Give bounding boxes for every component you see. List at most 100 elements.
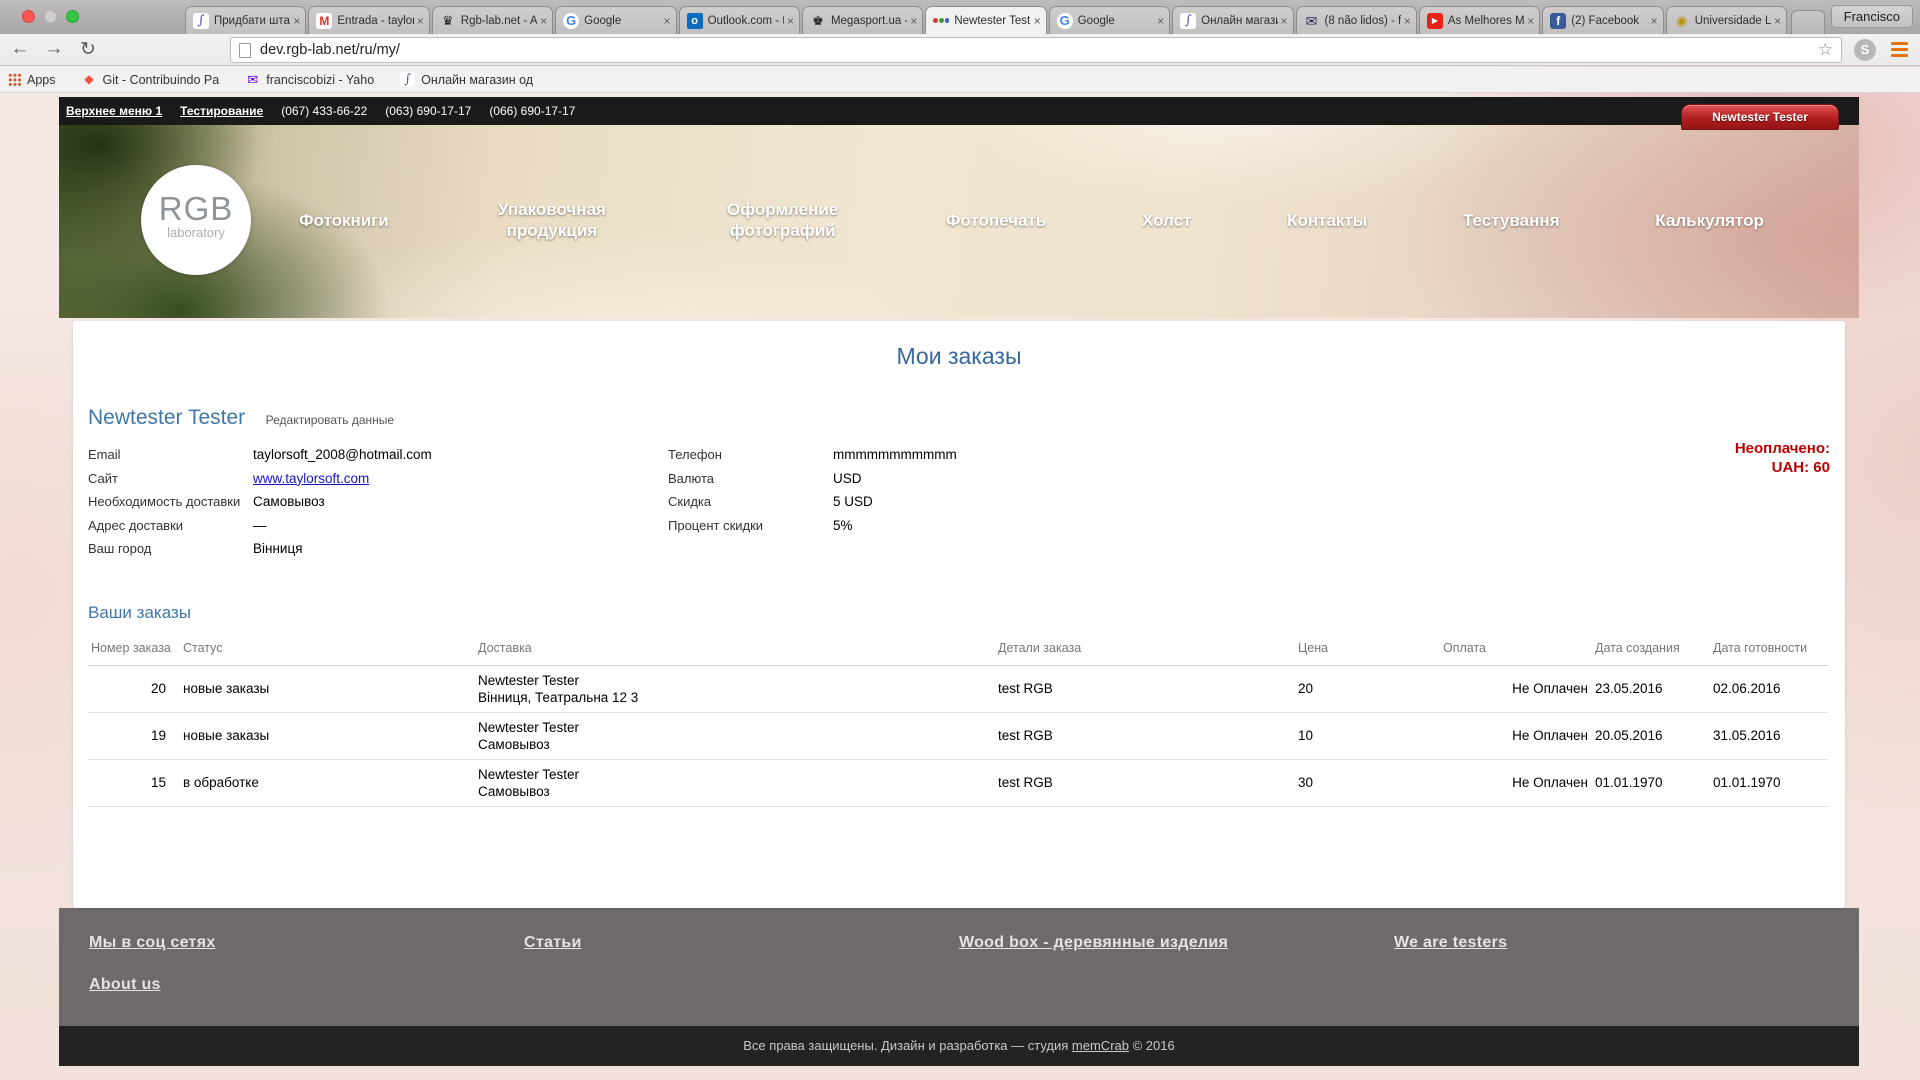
footer-link-social[interactable]: Мы в соц сетях — [89, 934, 216, 951]
apps-shortcut[interactable]: Apps — [8, 73, 56, 87]
website-link[interactable]: www.taylorsoft.com — [253, 470, 370, 486]
tab-mail-unread[interactable]: ✉ (8 não lidos) - f × — [1295, 6, 1417, 34]
table-row: 19 новые заказы Newtester Tester Самовыв… — [88, 712, 1828, 760]
footer-link-we-are-testers[interactable]: We are testers — [1394, 934, 1508, 951]
close-icon[interactable]: × — [1403, 13, 1411, 28]
page-title: Мои заказы — [896, 343, 1022, 369]
logo-title: RGB — [158, 190, 234, 227]
tab-gmail[interactable]: M Entrada - taylor × — [308, 6, 430, 34]
rgb-lab-icon: ♛ — [441, 12, 454, 28]
tab-rgb-lab[interactable]: ♛ Rgb-lab.net - A × — [431, 6, 554, 34]
col-order-number: Номер заказа — [88, 634, 180, 666]
tab-title: (2) Facebook — [1571, 14, 1640, 27]
bookmark-git[interactable]: ◆ Git - Contribuindo Pa — [82, 72, 220, 87]
tab-megasport[interactable]: ♚ Megasport.ua - × — [801, 6, 924, 34]
profile-info: Email taylorsoft_2008@hotmail.com Сайт w… — [88, 443, 1830, 561]
nav-contacts[interactable]: Контакты — [1287, 210, 1368, 230]
bookmark-label: Онлайн магазин од — [421, 72, 534, 87]
table-header-row: Номер заказа Статус Доставка Детали зака… — [88, 634, 1828, 666]
tab-google-2[interactable]: G Google × — [1048, 6, 1171, 34]
bookmark-label: Git - Contribuindo Pa — [102, 72, 220, 87]
site-viewport: Верхнее меню 1 Тестирование (067) 433-66… — [59, 97, 1859, 1080]
tab-prydbaty[interactable]: ∫ Придбати шта × — [185, 6, 307, 34]
order-status: новые заказы — [180, 712, 475, 760]
close-icon[interactable]: × — [540, 13, 548, 28]
bookmark-yahoo-mail[interactable]: ✉ franciscobizi - Yaho — [245, 72, 374, 87]
table-row: 15 в обработке Newtester Tester Самовыво… — [88, 759, 1828, 807]
minimize-window-button[interactable] — [44, 10, 57, 23]
order-payment: Не Оплачен — [1440, 759, 1592, 807]
tab-title: Universidade Lu — [1694, 14, 1772, 27]
nav-canvas[interactable]: Холст — [1141, 210, 1192, 230]
tab-facebook[interactable]: f (2) Facebook × — [1542, 6, 1664, 34]
extension-s-icon[interactable]: S — [1854, 39, 1876, 61]
forward-icon[interactable]: → — [44, 38, 64, 59]
nav-packaging[interactable]: Упаковочная продукция — [497, 200, 606, 240]
edit-profile-link[interactable]: Редактировать данные — [265, 413, 395, 427]
tab-youtube[interactable]: ▶ As Melhores Mú × — [1418, 6, 1541, 34]
profile-name: Newtester Tester — [88, 406, 246, 429]
field-label-discount-percent: Процент скидки — [668, 517, 764, 533]
field-value-discount-percent: 5% — [833, 517, 853, 533]
close-icon[interactable]: × — [1527, 13, 1535, 28]
gmail-icon: M — [316, 12, 333, 29]
unpaid-badge: Неоплачено: UAH: 60 — [1735, 439, 1830, 477]
rgb-laboratory-logo[interactable]: RGB laboratory — [141, 165, 251, 275]
col-created-date: Дата создания — [1592, 634, 1710, 666]
tab-online-store[interactable]: ∫ Онлайн магази × — [1172, 6, 1294, 34]
close-icon[interactable]: × — [416, 13, 424, 28]
nav-photo-framing[interactable]: Оформление фотографий — [727, 200, 839, 240]
megasport-icon: ♚ — [812, 12, 824, 28]
globe-icon: ◉ — [1676, 12, 1688, 28]
orders-table: Номер заказа Статус Доставка Детали зака… — [88, 634, 1828, 807]
account-button[interactable]: Newtester Tester — [1681, 104, 1839, 130]
footer-link-articles[interactable]: Статьи — [524, 934, 582, 951]
copyright-year: © 2016 — [1129, 1038, 1175, 1053]
bookmark-online-store[interactable]: ∫ Онлайн магазин од — [400, 72, 533, 87]
close-icon[interactable]: × — [293, 13, 301, 28]
bookmark-label: franciscobizi - Yaho — [266, 72, 375, 87]
page-content: Мои заказы Newtester Tester Редактироват… — [59, 318, 1859, 908]
close-icon[interactable]: × — [786, 13, 794, 28]
order-status: в обработке — [180, 759, 475, 807]
close-window-button[interactable] — [22, 10, 35, 23]
nav-testing[interactable]: Тестування — [1463, 210, 1560, 230]
tab-title: Придбати шта — [214, 14, 290, 27]
bookmark-star-icon[interactable]: ☆ — [1817, 40, 1833, 59]
tab-strip: ∫ Придбати шта × M Entrada - taylor × ♛ … — [0, 0, 1920, 34]
order-ready: 01.01.1970 — [1710, 759, 1828, 807]
close-icon[interactable]: × — [663, 13, 671, 28]
tab-title: Google — [1077, 14, 1115, 27]
close-icon[interactable]: × — [1033, 13, 1041, 28]
field-label-email: Email — [88, 447, 121, 463]
new-tab-button[interactable] — [1791, 10, 1826, 34]
tab-outlook[interactable]: o Outlook.com - t × — [678, 6, 800, 34]
top-menu-link-2[interactable]: Тестирование — [180, 104, 264, 118]
reload-icon[interactable]: ↻ — [80, 39, 96, 60]
close-icon[interactable]: × — [1280, 13, 1288, 28]
order-price: 20 — [1295, 665, 1440, 713]
close-icon[interactable]: × — [1650, 13, 1658, 28]
tab-newtester-active[interactable]: Newtester Test × — [925, 6, 1047, 34]
chrome-menu-icon[interactable] — [1891, 42, 1908, 57]
memcrab-link[interactable]: memCrab — [1071, 1038, 1129, 1053]
footer-link-about-us[interactable]: About us — [89, 976, 161, 993]
field-value-email: taylorsoft_2008@hotmail.com — [253, 447, 432, 463]
browser-profile-button[interactable]: Francisco — [1830, 5, 1913, 28]
back-icon[interactable]: ← — [10, 38, 30, 59]
tab-universidade[interactable]: ◉ Universidade Lu × — [1665, 6, 1788, 34]
zoom-window-button[interactable] — [66, 10, 79, 23]
close-icon[interactable]: × — [1157, 13, 1165, 28]
tab-google-1[interactable]: G Google × — [555, 6, 677, 34]
close-icon[interactable]: × — [1774, 13, 1782, 28]
top-menu-link-1[interactable]: Верхнее меню 1 — [66, 104, 163, 118]
footer-link-woodbox[interactable]: Wood box - деревянные изделия — [959, 934, 1229, 951]
nav-calculator[interactable]: Калькулятор — [1655, 210, 1764, 230]
url-text[interactable]: dev.rgb-lab.net/ru/my/ — [260, 42, 400, 58]
nav-photo-print[interactable]: Фотопечать — [945, 210, 1047, 230]
nav-photobooks[interactable]: Фотокниги — [299, 210, 389, 230]
address-bar[interactable]: dev.rgb-lab.net/ru/my/ ☆ — [230, 37, 1842, 63]
browser-chrome: ∫ Придбати шта × M Entrada - taylor × ♛ … — [0, 0, 1920, 93]
close-icon[interactable]: × — [910, 13, 918, 28]
col-price: Цена — [1295, 634, 1440, 666]
